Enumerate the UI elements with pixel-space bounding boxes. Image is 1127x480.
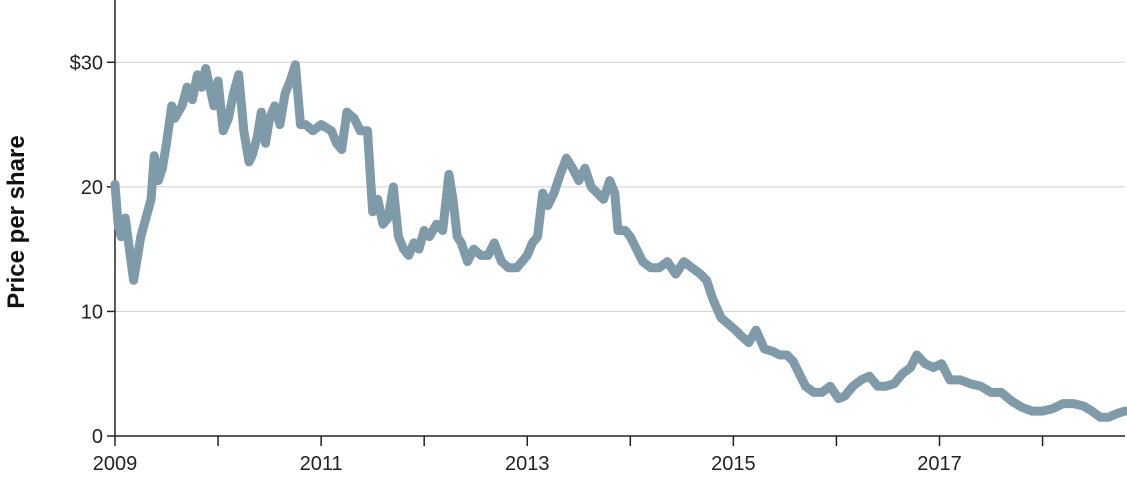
x-tick-label: 2013: [505, 453, 550, 475]
x-tick-label: 2017: [917, 453, 962, 475]
y-tick-label: 0: [92, 426, 103, 448]
x-axis-ticks: 2009 2011 2013 2015 2017: [93, 436, 1044, 475]
x-tick-label: 2015: [711, 453, 756, 475]
y-tick-label: $30: [70, 52, 103, 74]
y-axis-label: Price per share: [3, 135, 30, 308]
x-tick-label: 2011: [300, 453, 343, 475]
y-tick-label: 10: [81, 301, 103, 323]
gridlines: [115, 61, 1125, 312]
y-axis-ticks: 0 10 20 $30: [70, 52, 115, 448]
price-line: [110, 60, 1127, 422]
y-tick-label: 20: [81, 177, 103, 199]
x-tick-label: 2009: [93, 453, 138, 475]
